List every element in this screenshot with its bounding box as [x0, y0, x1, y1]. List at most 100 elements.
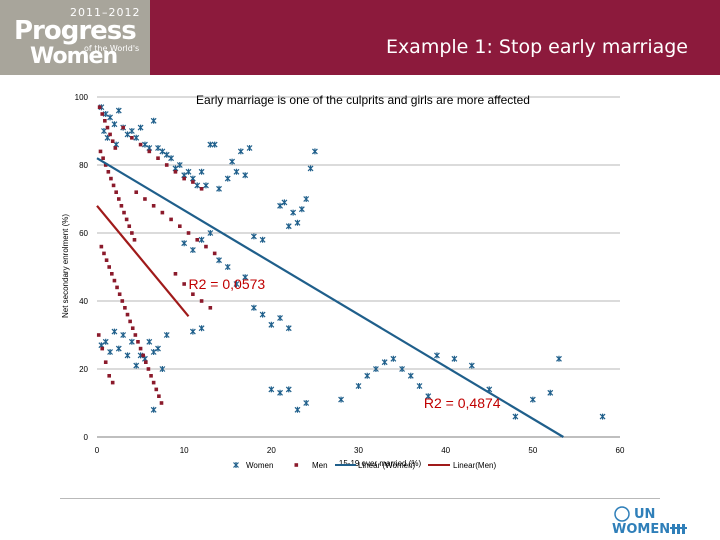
- men-point: [116, 197, 121, 201]
- men-point: [106, 170, 111, 174]
- women-point: [142, 141, 148, 148]
- men-point: [134, 190, 139, 194]
- men-point: [138, 142, 143, 147]
- trend-layer: R2 = 0,0573 R2 = 0,4874: [96, 157, 564, 438]
- men-point: [144, 360, 148, 364]
- men-point: [160, 210, 165, 215]
- women-point: [277, 202, 283, 209]
- women-point: [163, 332, 170, 338]
- women-point: [556, 355, 562, 362]
- women-trendline: [96, 157, 564, 438]
- women-point: [259, 311, 266, 318]
- men-point: [212, 251, 217, 256]
- women-point: [198, 236, 205, 243]
- women-point: [434, 352, 440, 359]
- women-point: [133, 134, 140, 141]
- men-point: [159, 401, 164, 405]
- women-point: [115, 107, 122, 114]
- women-point: [207, 141, 214, 148]
- women-point: [311, 148, 318, 155]
- x-tick-label: 40: [441, 446, 450, 455]
- men-point: [110, 380, 115, 385]
- women-point: [529, 396, 536, 403]
- men-point: [199, 187, 204, 191]
- y-axis-label: Net secondary enrolment (%): [61, 214, 70, 318]
- men-point: [141, 353, 145, 358]
- men-point: [115, 285, 119, 290]
- women-point: [285, 386, 292, 393]
- men-point: [99, 244, 104, 249]
- men-point: [147, 149, 152, 154]
- women-point: [107, 114, 113, 121]
- men-point: [98, 149, 103, 154]
- men-point: [104, 258, 109, 262]
- logo-un-text: UN: [634, 507, 655, 522]
- logo-line2: Women: [30, 44, 118, 69]
- women-point: [137, 124, 144, 131]
- women-point: [294, 219, 301, 226]
- points-layer: [96, 104, 606, 420]
- men-point: [182, 176, 186, 181]
- women-point: [407, 372, 414, 379]
- men-point: [117, 292, 122, 296]
- women-point: [242, 274, 249, 281]
- women-point: [512, 413, 519, 420]
- women-point: [107, 349, 113, 355]
- women-point: [425, 393, 432, 400]
- men-point: [103, 119, 107, 123]
- y-tick-label: 20: [79, 365, 88, 374]
- women-point: [381, 359, 388, 366]
- women-point: [250, 304, 257, 311]
- women-point: [216, 257, 222, 264]
- men-point: [122, 210, 126, 215]
- women-point: [128, 128, 135, 134]
- women-point: [294, 406, 301, 413]
- women-point: [155, 145, 161, 151]
- women-point: [281, 199, 288, 206]
- women-point: [399, 366, 406, 372]
- men-point: [96, 333, 101, 337]
- legend-women-marker: [233, 462, 239, 468]
- women-point: [468, 362, 475, 369]
- men-point: [124, 217, 129, 222]
- men-point: [178, 224, 182, 228]
- r2-men-label: R2 = 0,0573: [189, 276, 266, 292]
- women-point: [155, 345, 161, 352]
- women-point: [268, 321, 275, 328]
- men-point: [132, 238, 137, 242]
- women-point: [373, 366, 379, 372]
- women-point: [233, 168, 240, 175]
- women-point: [303, 400, 310, 406]
- men-point: [109, 176, 113, 181]
- women-point: [203, 182, 209, 189]
- y-tick-label: 40: [79, 297, 88, 306]
- men-point: [125, 312, 130, 317]
- women-point: [229, 158, 236, 165]
- women-point: [224, 264, 231, 270]
- legend-men-marker: [294, 463, 299, 467]
- women-point: [198, 325, 205, 332]
- women-point: [246, 145, 253, 151]
- men-point: [128, 319, 132, 324]
- women-point: [207, 230, 214, 236]
- men-point: [101, 156, 105, 160]
- x-tick-label: 30: [354, 446, 363, 455]
- women-point: [250, 233, 257, 240]
- women-point: [146, 338, 153, 345]
- men-point: [110, 139, 115, 143]
- logo-small-text: of the World's: [84, 44, 140, 53]
- women-point: [159, 366, 166, 372]
- men-point: [204, 244, 208, 249]
- legend-women-label: Women: [246, 461, 273, 470]
- women-point: [133, 362, 140, 369]
- legend-men-label: Men: [312, 461, 328, 470]
- women-point: [150, 117, 157, 124]
- women-point: [303, 196, 310, 202]
- men-point: [208, 306, 213, 310]
- men-point: [114, 190, 118, 194]
- women-point: [159, 148, 166, 155]
- women-point: [285, 223, 292, 230]
- logo-years: 2011–2012: [70, 6, 141, 19]
- women-point: [211, 141, 218, 148]
- men-point: [121, 125, 125, 130]
